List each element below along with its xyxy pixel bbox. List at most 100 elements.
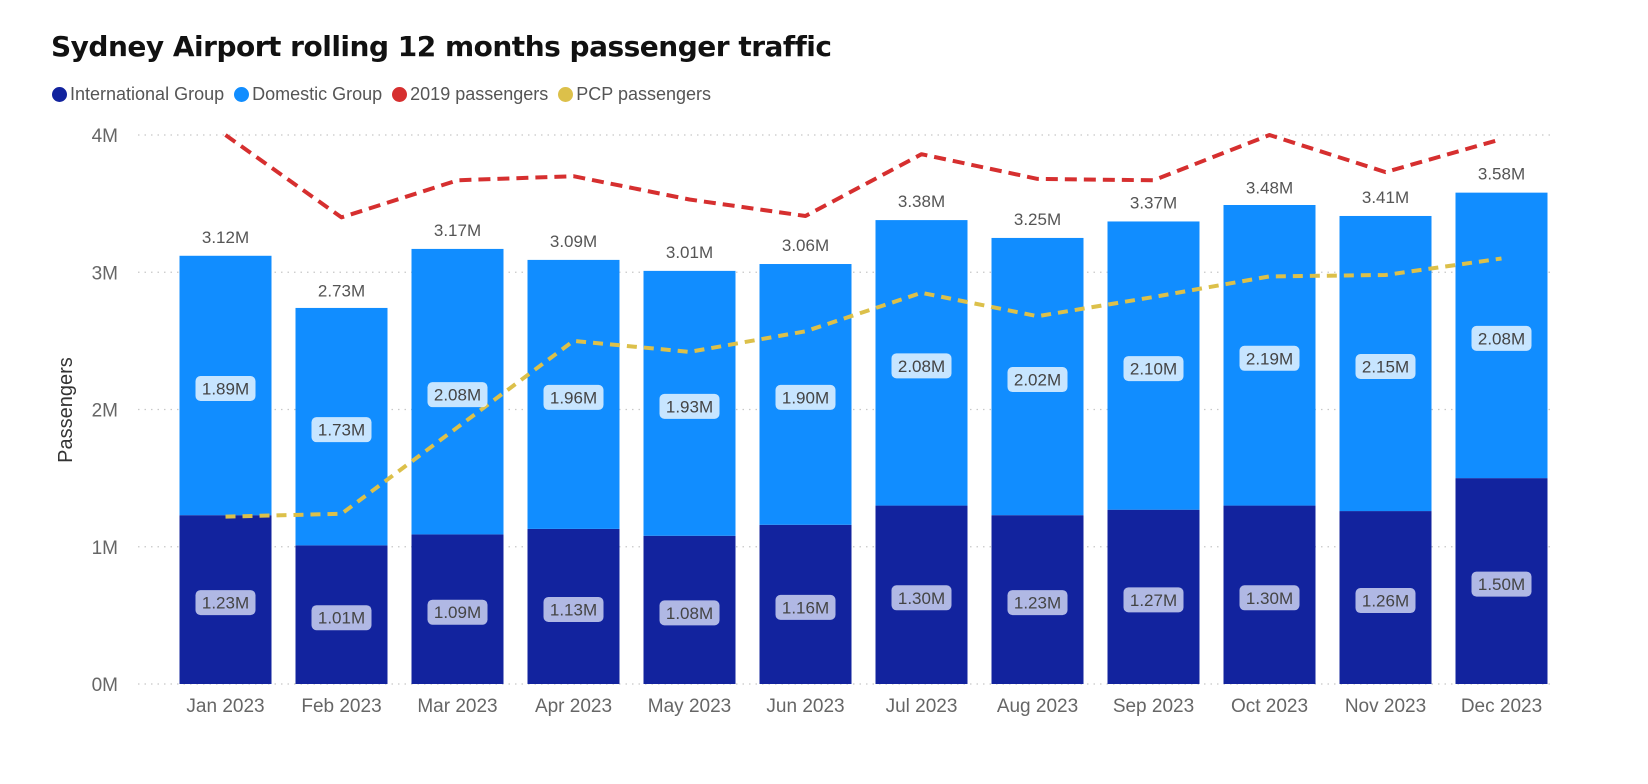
bars [179, 192, 1548, 684]
total-label: 3.01M [666, 243, 713, 262]
legend: International Group Domestic Group 2019 … [52, 84, 721, 105]
label-domestic: 1.93M [666, 397, 713, 416]
label-international-bg [1471, 571, 1532, 597]
total-label: 3.58M [1478, 165, 1525, 184]
legend-dot-international [52, 87, 67, 102]
label-international-bg [311, 605, 372, 631]
label-domestic-bg [1239, 345, 1300, 371]
label-domestic-bg [311, 417, 372, 443]
x-tick-label: Jul 2023 [886, 696, 958, 717]
total-label: 3.37M [1130, 193, 1177, 212]
label-domestic-bg [427, 382, 488, 408]
label-domestic: 2.08M [898, 357, 945, 376]
label-domestic: 2.15M [1362, 358, 1409, 377]
label-international-bg [775, 594, 836, 620]
x-tick-label: May 2023 [648, 696, 731, 717]
label-international-bg [659, 600, 720, 626]
label-international: 1.08M [666, 604, 713, 623]
label-domestic: 2.08M [434, 386, 481, 405]
y-tick-label: 1M [92, 538, 118, 559]
label-international: 1.09M [434, 603, 481, 622]
legend-item-pcp[interactable]: PCP passengers [558, 84, 711, 105]
label-domestic: 2.08M [1478, 329, 1525, 348]
label-domestic: 1.96M [550, 388, 597, 407]
legend-dot-domestic [234, 87, 250, 102]
x-tick-label: Mar 2023 [417, 696, 497, 717]
x-tick-label: Nov 2023 [1345, 696, 1426, 717]
label-international: 1.30M [1246, 589, 1293, 608]
label-international: 1.27M [1130, 591, 1177, 610]
label-international-bg [1007, 590, 1068, 616]
label-international-bg [1123, 587, 1184, 613]
legend-label-domestic: Domestic Group [252, 84, 383, 104]
total-label: 3.25M [1014, 210, 1061, 229]
y-tick-label: 2M [92, 401, 118, 422]
label-international-bg [427, 599, 488, 625]
label-domestic-bg [1471, 325, 1532, 351]
y-axis-label: Passengers [55, 357, 77, 463]
label-domestic: 1.90M [782, 388, 829, 407]
label-international: 1.23M [202, 594, 249, 613]
y-tick-label: 4M [92, 126, 118, 147]
legend-dot-2019 [392, 87, 408, 102]
label-international: 1.13M [550, 600, 597, 619]
label-international-bg [1239, 585, 1300, 611]
legend-item-2019[interactable]: 2019 passengers [392, 84, 548, 105]
x-tick-label: Feb 2023 [301, 696, 381, 717]
legend-item-international[interactable]: International Group [52, 84, 224, 105]
data-labels: 1.23M 1.89M 3.12M 1.01M 1.73M 2.73M 1.09M 2.08M… [195, 165, 1532, 631]
line-2019-passengers [224, 133, 1503, 220]
label-international: 1.50M [1478, 575, 1525, 594]
total-label: 3.48M [1246, 178, 1293, 197]
label-domestic-bg [659, 393, 720, 419]
x-tick-label: Aug 2023 [997, 696, 1078, 717]
legend-label-international: International Group [70, 84, 225, 104]
label-domestic-bg [775, 384, 836, 410]
label-domestic-bg [1355, 354, 1416, 380]
x-axis-ticks: Jan 2023 Feb 2023 Mar 2023 Apr 2023 May 2023… [186, 696, 1542, 717]
total-label: 3.12M [202, 228, 249, 247]
y-axis-ticks: 0M 1M 2M 3M 4M [92, 126, 118, 696]
total-label: 2.73M [318, 281, 365, 300]
lines [224, 133, 1503, 519]
x-tick-label: Apr 2023 [535, 696, 612, 717]
label-domestic-bg [195, 375, 256, 401]
label-domestic: 2.02M [1014, 371, 1061, 390]
total-label: 3.38M [898, 192, 945, 211]
x-tick-label: Sep 2023 [1113, 696, 1194, 717]
label-domestic: 1.73M [318, 421, 365, 440]
x-tick-label: Jan 2023 [186, 696, 264, 717]
label-domestic-bg [891, 353, 952, 379]
y-tick-label: 3M [92, 263, 118, 284]
chart-title: Sydney Airport rolling 12 months passeng… [51, 30, 832, 63]
line-pcp-passengers [225, 256, 1502, 519]
label-international: 1.26M [1362, 592, 1409, 611]
label-international: 1.23M [1014, 594, 1061, 613]
y-tick-label: 0M [92, 675, 118, 696]
total-label: 3.17M [434, 221, 481, 240]
x-tick-label: Jun 2023 [766, 696, 844, 717]
label-international-bg [543, 596, 604, 622]
x-tick-label: Oct 2023 [1231, 696, 1308, 717]
total-label: 3.06M [782, 236, 829, 255]
label-international: 1.30M [898, 589, 945, 608]
label-international-bg [1355, 588, 1416, 614]
label-domestic-bg [1007, 367, 1068, 393]
label-domestic-bg [543, 384, 604, 410]
legend-label-pcp: PCP passengers [576, 84, 712, 104]
label-domestic: 2.10M [1130, 360, 1177, 379]
label-domestic: 1.89M [202, 379, 249, 398]
label-international-bg [195, 590, 256, 616]
total-label: 3.41M [1362, 188, 1409, 207]
label-international-bg [891, 585, 952, 611]
legend-dot-pcp [558, 87, 574, 102]
label-domestic-bg [1123, 356, 1184, 382]
label-international: 1.16M [782, 598, 829, 617]
x-tick-label: Dec 2023 [1461, 696, 1542, 717]
label-domestic: 2.19M [1246, 349, 1293, 368]
total-label: 3.09M [550, 232, 597, 251]
legend-item-domestic[interactable]: Domestic Group [234, 84, 382, 105]
legend-label-2019: 2019 passengers [410, 84, 549, 104]
label-international: 1.01M [318, 609, 365, 628]
